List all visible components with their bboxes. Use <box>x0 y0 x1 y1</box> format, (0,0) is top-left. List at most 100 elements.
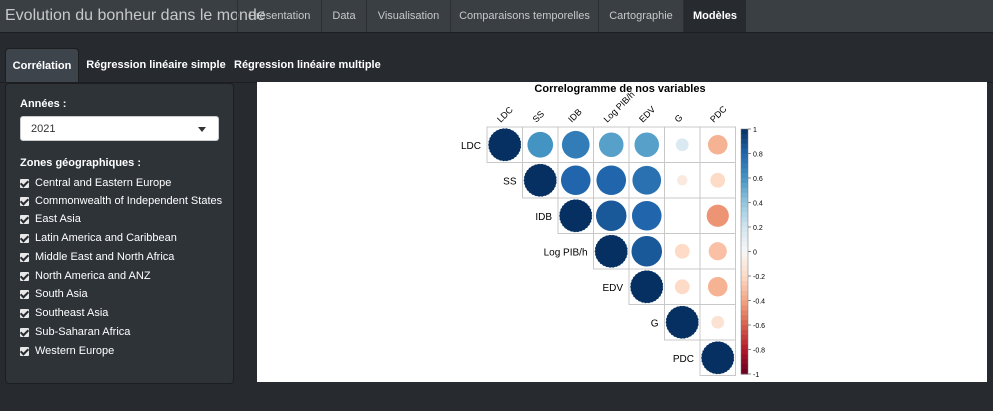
zone-label: Central and Eastern Europe <box>35 177 172 189</box>
corr-circle <box>527 131 554 158</box>
nav-presentation[interactable]: Présentation <box>237 0 321 32</box>
checkbox[interactable] <box>20 290 29 299</box>
checkbox[interactable] <box>20 197 29 206</box>
colorbar-segment <box>741 178 748 184</box>
zone-label: Latin America and Caribbean <box>35 232 177 244</box>
checkbox[interactable] <box>20 309 29 318</box>
nav-data[interactable]: Data <box>321 0 366 32</box>
colorbar-segment <box>741 359 748 365</box>
year-select[interactable]: 2021 <box>20 116 219 141</box>
nav-modeles[interactable]: Modèles <box>683 0 746 32</box>
colorbar-segment <box>741 344 748 350</box>
col-label: PDC <box>708 104 729 125</box>
colorbar: 1 0.8 0.6 0.4 0.2 0 -0.2 -0.4 -0.6 -0.8 -1 <box>740 127 765 379</box>
colorbar-segment <box>741 236 748 243</box>
colorbar-segment <box>741 241 748 248</box>
row-label: LDC <box>461 141 481 152</box>
checkbox[interactable] <box>20 253 29 262</box>
colorbar-segment <box>741 310 748 316</box>
checkbox[interactable] <box>20 215 29 224</box>
colorbar-segment <box>741 202 748 208</box>
colorbar-tick-label: 0 <box>753 250 757 257</box>
colorbar-segment <box>741 300 748 306</box>
colorbar-segment <box>741 280 748 287</box>
colorbar-tick-label: 0.8 <box>753 152 763 159</box>
navbar: Evolution du bonheur dans le monde Prése… <box>0 0 993 33</box>
row-label: EDV <box>602 283 623 294</box>
row-label: SS <box>503 176 517 187</box>
corr-circle <box>629 269 664 304</box>
corr-circle <box>674 279 690 295</box>
colorbar-segment <box>741 349 748 355</box>
grid-layer <box>486 126 736 376</box>
chevron-down-icon <box>198 127 206 132</box>
corr-circle <box>677 175 688 186</box>
grid-cell <box>699 339 736 376</box>
colorbar-tick-label: 1 <box>753 127 757 134</box>
tab-regression-simple[interactable]: Régression linéaire simple <box>86 59 226 71</box>
colorbar-tick-label: 0.6 <box>753 176 763 183</box>
colorbar-segment <box>741 329 748 336</box>
colorbar-segment <box>741 187 748 194</box>
colorbar-segment <box>741 148 748 154</box>
corr-circle <box>631 235 663 267</box>
colorbar-segment <box>741 256 748 262</box>
colorbar-segment <box>741 276 748 282</box>
colorbar-segment <box>741 339 748 346</box>
tab-correlation[interactable]: Corrélation <box>5 48 79 82</box>
col-label: IDB <box>566 107 584 125</box>
colorbar-segment <box>741 251 748 257</box>
corr-circle <box>594 234 629 269</box>
zone-label: Commonwealth of Independent States <box>35 195 223 207</box>
colorbar-segment <box>741 138 748 145</box>
corr-circle <box>706 204 729 227</box>
colorbar-segment <box>741 305 748 311</box>
colorbar-segment <box>741 325 748 331</box>
row-label: PDC <box>673 354 694 365</box>
colorbar-segment <box>741 182 748 189</box>
corr-circle <box>675 138 689 152</box>
corr-circle <box>595 200 627 232</box>
colorbar-tick-label: -0.6 <box>753 323 765 330</box>
app-brand[interactable]: Evolution du bonheur dans le monde <box>5 7 266 24</box>
row-label: G <box>651 318 659 329</box>
corr-circle <box>558 198 593 233</box>
row-label: Log PIB/h <box>544 247 588 258</box>
checkbox[interactable] <box>20 179 29 188</box>
tab-regression-multiple[interactable]: Régression linéaire multiple <box>234 59 381 71</box>
corr-circle <box>487 127 522 162</box>
nav-comparaisons[interactable]: Comparaisons temporelles <box>450 0 598 32</box>
colorbar-tick-label: 0.2 <box>753 225 763 232</box>
corr-circle <box>631 200 662 231</box>
checkbox[interactable] <box>20 347 29 356</box>
colorbar-segment <box>741 315 748 321</box>
nav-visualisation[interactable]: Visualisation <box>366 0 450 32</box>
colorbar-segment <box>741 266 748 272</box>
colorbar-segment <box>741 261 748 267</box>
checkbox[interactable] <box>20 272 29 281</box>
corr-circle <box>596 165 627 196</box>
colorbar-segment <box>741 222 748 228</box>
col-label: G <box>673 112 685 124</box>
corr-circle <box>634 132 660 158</box>
colorbar-segment <box>741 192 748 199</box>
corr-circle <box>560 165 591 196</box>
sidebar-panel: Années : 2021 Zones géographiques : Cent… <box>5 83 234 384</box>
checkbox[interactable] <box>20 234 29 243</box>
colorbar-segment <box>741 354 748 360</box>
corr-circle <box>598 132 624 158</box>
corr-circle <box>707 134 728 155</box>
checkbox[interactable] <box>20 328 29 337</box>
colorbar-segment <box>741 285 748 292</box>
corr-circle <box>700 340 735 375</box>
col-label: SS <box>531 109 547 125</box>
nav-cartographie[interactable]: Cartographie <box>598 0 683 32</box>
model-tabs: Corrélation Régression linéaire simple R… <box>0 48 993 83</box>
colorbar-tick-label: -0.2 <box>753 274 765 281</box>
zone-label: Middle East and North Africa <box>35 251 175 263</box>
corr-circle <box>632 165 662 195</box>
correlogram-plot: Correlogramme de nos variables LDC LDC SS S… <box>257 82 987 382</box>
colorbar-tick-label: -0.8 <box>753 348 765 355</box>
corr-circle <box>708 242 727 261</box>
corr-circle <box>711 315 725 329</box>
